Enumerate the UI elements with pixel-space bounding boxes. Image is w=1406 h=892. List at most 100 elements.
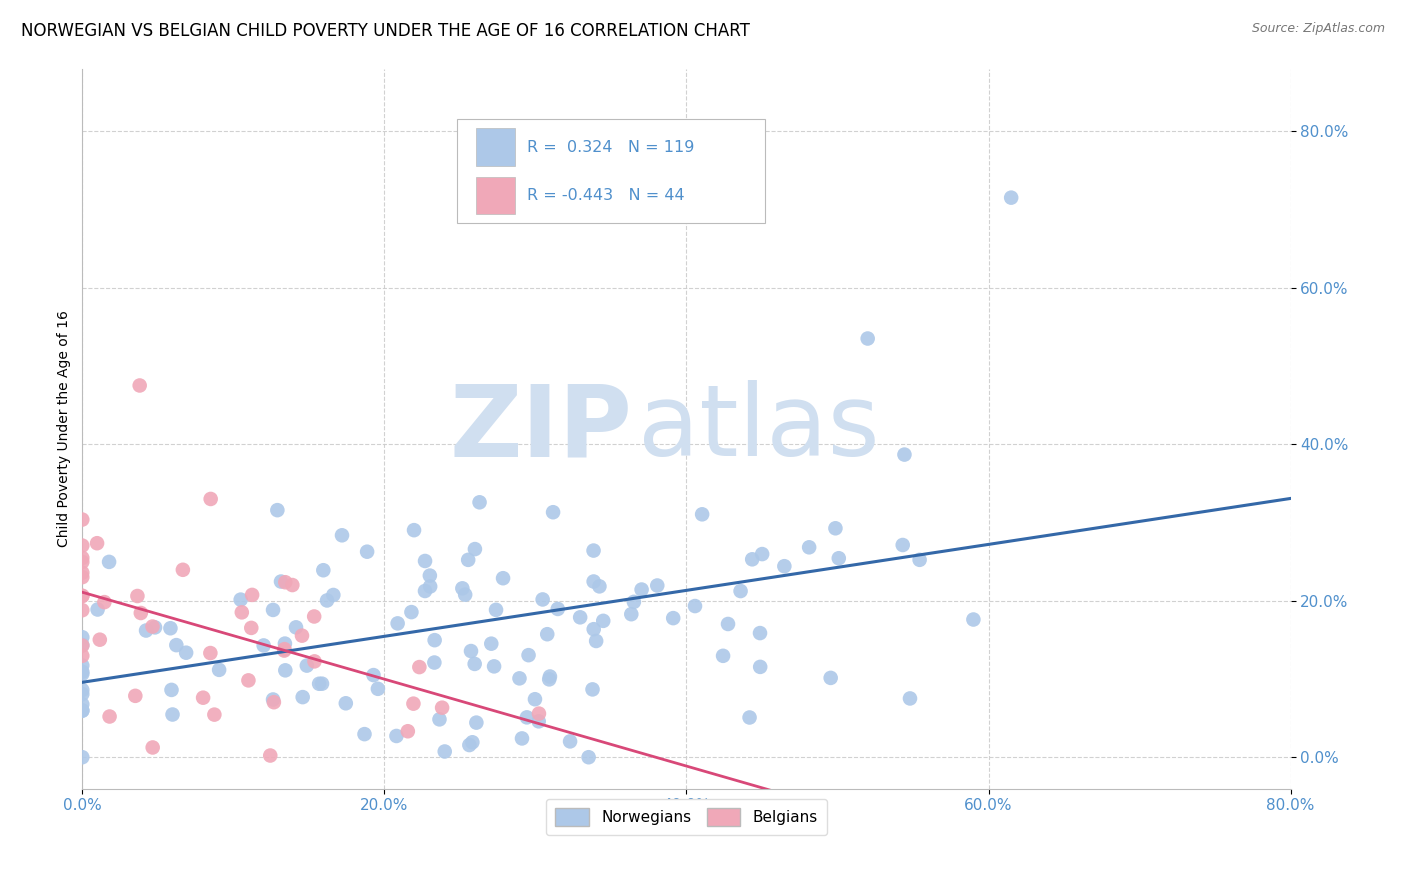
Point — [159, 621, 181, 635]
Point — [419, 568, 441, 582]
Point — [72, 630, 94, 644]
Point — [898, 691, 921, 706]
Point — [516, 710, 538, 724]
Point — [172, 563, 194, 577]
Point — [72, 589, 94, 603]
Point — [423, 633, 446, 648]
Point — [385, 729, 408, 743]
Point — [72, 550, 94, 565]
Point — [72, 683, 94, 698]
Point — [72, 666, 94, 681]
Point — [457, 553, 479, 567]
Point — [464, 657, 486, 671]
Point — [429, 712, 451, 726]
Point — [253, 639, 276, 653]
Legend: Norwegians, Belgians: Norwegians, Belgians — [546, 799, 827, 835]
Point — [662, 611, 685, 625]
Point — [547, 602, 569, 616]
Point — [527, 714, 550, 729]
Point — [541, 505, 564, 519]
Point — [367, 681, 389, 696]
Point — [588, 579, 610, 593]
Text: ZIP: ZIP — [449, 380, 633, 477]
Point — [208, 663, 231, 677]
Point — [458, 738, 481, 752]
Point — [401, 605, 423, 619]
Text: Source: ZipAtlas.com: Source: ZipAtlas.com — [1251, 22, 1385, 36]
Point — [274, 575, 297, 590]
Point — [72, 687, 94, 701]
Point — [690, 508, 713, 522]
Point — [824, 521, 846, 535]
Point — [93, 595, 115, 609]
Point — [797, 541, 820, 555]
Point — [460, 644, 482, 658]
Point — [623, 595, 645, 609]
Point — [581, 682, 603, 697]
Point — [531, 592, 554, 607]
Point — [308, 677, 330, 691]
Text: R =  0.324   N = 119: R = 0.324 N = 119 — [527, 139, 695, 154]
Point — [86, 536, 108, 550]
Point — [86, 602, 108, 616]
Point — [302, 609, 325, 624]
Point — [129, 606, 152, 620]
Point — [98, 709, 121, 723]
Point — [962, 613, 984, 627]
Point — [142, 740, 165, 755]
Point — [510, 731, 533, 746]
Point — [402, 523, 425, 537]
Point — [582, 543, 605, 558]
Point — [259, 748, 281, 763]
Point — [1000, 191, 1022, 205]
Point — [353, 727, 375, 741]
Point — [72, 570, 94, 584]
Point — [569, 610, 592, 624]
Point — [419, 579, 441, 593]
Point — [538, 669, 561, 683]
Point — [135, 624, 157, 638]
Point — [72, 539, 94, 553]
Point — [273, 643, 295, 657]
Point — [200, 646, 222, 660]
Point — [893, 448, 915, 462]
FancyBboxPatch shape — [477, 128, 515, 166]
Point — [523, 692, 546, 706]
Point — [281, 578, 304, 592]
Point — [274, 663, 297, 677]
Point — [517, 648, 540, 662]
Point — [451, 582, 474, 596]
Point — [72, 698, 94, 712]
Point — [538, 673, 561, 687]
Point — [820, 671, 842, 685]
Text: R = -0.443   N = 44: R = -0.443 N = 44 — [527, 187, 685, 202]
Point — [423, 656, 446, 670]
Point — [620, 607, 643, 622]
Point — [238, 673, 260, 688]
Point — [828, 551, 851, 566]
Point — [72, 638, 94, 652]
Point — [356, 544, 378, 558]
Point — [266, 503, 288, 517]
Point — [585, 634, 607, 648]
Point — [141, 619, 163, 633]
Point — [72, 704, 94, 718]
Point — [291, 690, 314, 705]
Point — [711, 648, 734, 663]
Point — [316, 593, 339, 607]
Point — [413, 554, 436, 568]
Point — [89, 632, 111, 647]
Point — [396, 724, 419, 739]
Point — [430, 700, 453, 714]
Point — [273, 642, 295, 657]
Point — [322, 588, 344, 602]
Point — [200, 491, 222, 506]
Point — [335, 696, 357, 710]
Point — [72, 589, 94, 603]
Point — [749, 660, 772, 674]
Point — [330, 528, 353, 542]
Point — [461, 735, 484, 749]
Point — [270, 574, 292, 589]
Point — [738, 710, 761, 724]
Point — [72, 703, 94, 717]
